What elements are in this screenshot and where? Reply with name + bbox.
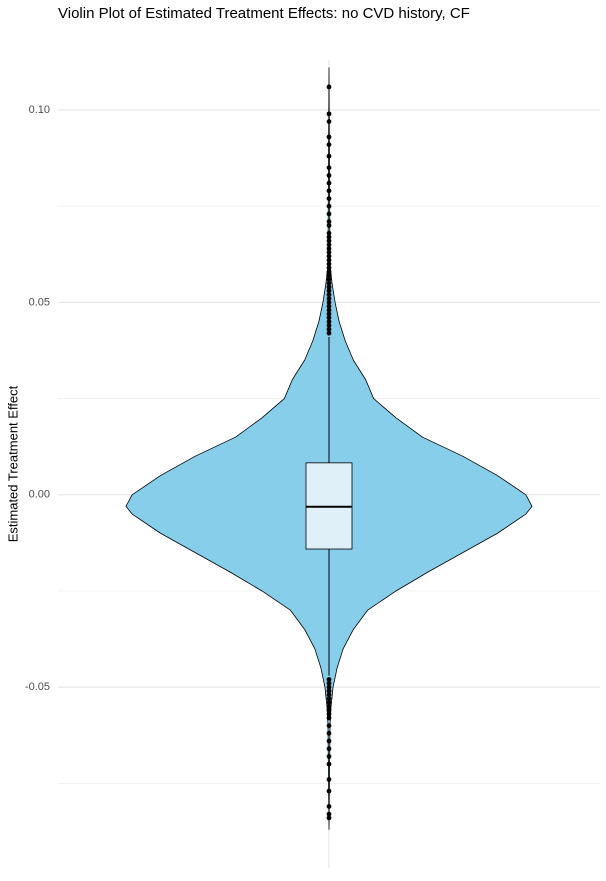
outlier xyxy=(326,730,332,736)
outlier xyxy=(326,326,332,332)
outlier xyxy=(326,815,332,821)
y-tick-label: 0.05 xyxy=(29,296,50,308)
outlier xyxy=(326,696,332,702)
outlier xyxy=(326,180,332,186)
outlier xyxy=(326,173,332,178)
outlier xyxy=(326,296,332,301)
outlier xyxy=(326,273,332,278)
outlier xyxy=(326,746,332,752)
y-tick-label: 0.10 xyxy=(29,104,50,116)
outlier xyxy=(326,788,332,794)
outlier xyxy=(326,246,332,251)
outlier xyxy=(326,249,332,255)
outlier xyxy=(326,230,332,236)
outlier xyxy=(326,253,332,259)
chart-title: Violin Plot of Estimated Treatment Effec… xyxy=(58,5,470,22)
outlier xyxy=(326,761,332,767)
outlier xyxy=(326,311,332,317)
outlier xyxy=(326,307,332,313)
outlier xyxy=(326,196,332,201)
outlier xyxy=(326,700,332,705)
outlier xyxy=(326,153,332,159)
outlier xyxy=(326,165,332,171)
y-tick-label: -0.05 xyxy=(25,681,50,693)
outlier xyxy=(326,211,332,217)
outlier xyxy=(326,276,332,282)
outlier xyxy=(326,292,332,298)
outlier xyxy=(326,119,332,124)
outlier xyxy=(326,715,332,721)
outlier xyxy=(326,238,332,244)
outlier xyxy=(326,134,332,140)
outlier xyxy=(326,257,332,263)
outlier xyxy=(326,684,332,690)
outlier xyxy=(326,688,332,694)
outlier xyxy=(326,330,332,336)
outlier xyxy=(326,288,332,294)
outlier xyxy=(326,315,332,321)
outlier xyxy=(326,203,332,209)
outlier xyxy=(326,738,332,744)
outlier xyxy=(326,265,332,271)
y-axis-title: Estimated Treatment Effect xyxy=(5,385,20,542)
outlier xyxy=(326,280,332,286)
outlier xyxy=(326,300,332,305)
outlier xyxy=(326,711,332,717)
outlier xyxy=(326,680,332,686)
outlier xyxy=(326,754,332,759)
outlier xyxy=(326,704,332,709)
outlier xyxy=(326,188,332,194)
outlier xyxy=(326,223,332,228)
outlier xyxy=(326,323,332,328)
outlier xyxy=(326,804,332,809)
outlier xyxy=(326,303,332,309)
outlier xyxy=(326,142,332,148)
outlier xyxy=(326,111,332,117)
outlier xyxy=(326,677,332,682)
outlier xyxy=(326,261,332,267)
outlier xyxy=(326,219,332,225)
outlier xyxy=(326,269,332,275)
outlier xyxy=(326,692,332,698)
outlier xyxy=(326,284,332,290)
outlier xyxy=(326,242,332,248)
outlier xyxy=(326,777,332,782)
y-tick-label: 0.00 xyxy=(29,489,50,501)
outlier xyxy=(326,234,332,240)
outlier xyxy=(326,707,332,713)
outlier xyxy=(326,811,332,817)
outlier xyxy=(326,319,332,325)
outlier xyxy=(326,723,332,729)
outlier xyxy=(326,84,332,90)
